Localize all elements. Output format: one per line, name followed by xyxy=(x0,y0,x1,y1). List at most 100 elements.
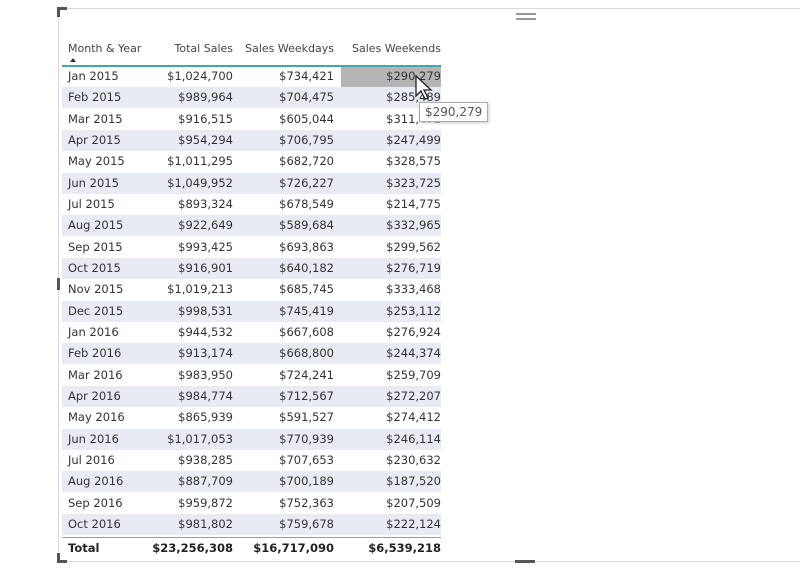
cell: Feb 2015 xyxy=(68,90,122,105)
cell: $944,532 xyxy=(178,324,233,339)
cell: $983,950 xyxy=(178,367,233,382)
cell: $865,939 xyxy=(178,410,233,425)
row-band xyxy=(62,172,441,194)
cell: Feb 2016 xyxy=(68,346,122,361)
row-band xyxy=(62,300,441,322)
cell: $734,421 xyxy=(279,69,334,83)
row-band xyxy=(62,471,441,493)
cell: $667,608 xyxy=(279,324,334,339)
cell: Apr 2015 xyxy=(68,132,121,147)
cell: $207,509 xyxy=(386,495,441,510)
cell: Jun 2015 xyxy=(68,175,119,190)
cell: $230,632 xyxy=(386,452,441,467)
cell: $916,901 xyxy=(178,260,233,275)
handle[interactable] xyxy=(57,7,67,10)
cell: $770,939 xyxy=(279,431,334,446)
cell: Aug 2015 xyxy=(68,218,124,233)
cell: $1,049,952 xyxy=(167,175,233,190)
cell: $954,294 xyxy=(178,132,233,147)
cell: $682,720 xyxy=(279,154,334,169)
cell: Mar 2015 xyxy=(68,111,123,126)
cell: $678,549 xyxy=(279,196,334,211)
cell: $706,795 xyxy=(279,132,334,147)
cell: $214,775 xyxy=(386,196,441,211)
cell: $1,024,700 xyxy=(167,69,233,83)
total-cell: Total xyxy=(68,541,100,555)
cell: $333,468 xyxy=(386,282,441,297)
cell: $323,725 xyxy=(386,175,441,190)
cell: Oct 2016 xyxy=(68,516,121,531)
row-band xyxy=(62,257,441,279)
handle[interactable] xyxy=(515,560,535,563)
cell: Jan 2015 xyxy=(68,69,119,83)
cell: $276,924 xyxy=(386,324,441,339)
handle[interactable] xyxy=(57,553,60,563)
handle[interactable] xyxy=(57,7,60,17)
cell: $981,802 xyxy=(178,516,233,531)
cell: $640,182 xyxy=(279,260,334,275)
row-band xyxy=(62,513,441,535)
row-band xyxy=(62,87,441,109)
cell: Nov 2015 xyxy=(68,282,124,297)
grip[interactable] xyxy=(516,13,536,15)
cell: $328,575 xyxy=(386,154,441,169)
column-header: Total Sales xyxy=(174,42,233,55)
row-band xyxy=(62,215,441,237)
cell: $246,114 xyxy=(386,431,441,446)
cell: $712,567 xyxy=(279,388,334,403)
sort-arrow xyxy=(70,58,76,62)
total-cell: $16,717,090 xyxy=(253,541,334,555)
total-line xyxy=(62,537,441,538)
cell: Oct 2015 xyxy=(68,260,121,275)
cell: $704,475 xyxy=(279,90,334,105)
total-cell: $23,256,308 xyxy=(152,541,233,555)
cell: $247,499 xyxy=(386,132,441,147)
cell: $187,520 xyxy=(386,474,441,489)
cell: $724,241 xyxy=(279,367,334,382)
cell: $893,324 xyxy=(178,196,233,211)
cell: Jul 2015 xyxy=(68,196,115,211)
cell: Dec 2015 xyxy=(68,303,124,318)
cell: $745,419 xyxy=(279,303,334,318)
cell: $726,227 xyxy=(279,175,334,190)
grip[interactable] xyxy=(516,18,536,20)
handle[interactable] xyxy=(57,278,60,290)
cell: $244,374 xyxy=(386,346,441,361)
row-band xyxy=(62,343,441,365)
cell: May 2016 xyxy=(68,410,125,425)
row-band xyxy=(62,385,441,407)
column-header: Sales Weekdays xyxy=(245,42,334,55)
cell: $253,112 xyxy=(386,303,441,318)
cell: Aug 2016 xyxy=(68,474,124,489)
cell: $668,800 xyxy=(279,346,334,361)
cell: $707,653 xyxy=(279,452,334,467)
cell: $759,678 xyxy=(279,516,334,531)
cell: $913,174 xyxy=(178,346,233,361)
cell: $591,527 xyxy=(279,410,334,425)
cell: $998,531 xyxy=(178,303,233,318)
cell: $290,279 xyxy=(386,69,441,83)
cell: $1,017,053 xyxy=(167,431,233,446)
cell: $222,124 xyxy=(386,516,441,531)
cell: $285,489 xyxy=(386,90,441,105)
cell: $274,412 xyxy=(386,410,441,425)
cell: $685,745 xyxy=(279,282,334,297)
cell: $299,562 xyxy=(386,239,441,254)
cell: $989,964 xyxy=(178,90,233,105)
cell: $984,774 xyxy=(178,388,233,403)
cell: Apr 2016 xyxy=(68,388,121,403)
handle[interactable] xyxy=(57,560,67,563)
cell: Mar 2016 xyxy=(68,367,123,382)
cell: $752,363 xyxy=(279,495,334,510)
cell: Jun 2016 xyxy=(68,431,119,446)
cell: $993,425 xyxy=(178,239,233,254)
cell: $938,285 xyxy=(178,452,233,467)
column-header: Sales Weekends xyxy=(352,42,441,55)
cell: $272,207 xyxy=(386,388,441,403)
cell: May 2015 xyxy=(68,154,125,169)
cell: $887,709 xyxy=(178,474,233,489)
cell: $922,649 xyxy=(178,218,233,233)
cell: $959,872 xyxy=(178,495,233,510)
row-band xyxy=(62,129,441,151)
cell: Sep 2016 xyxy=(68,495,123,510)
